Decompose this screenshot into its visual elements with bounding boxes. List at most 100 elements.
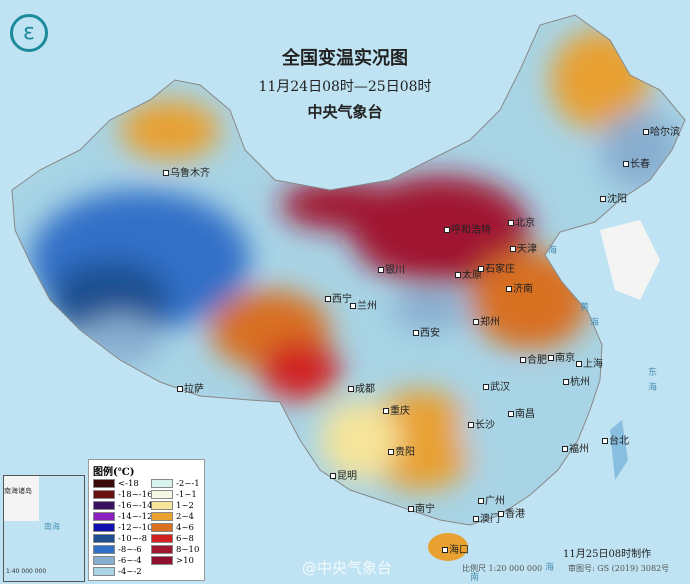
city-label: 银川: [378, 261, 405, 276]
legend-item: 4~6: [151, 522, 194, 533]
city-label: 天津: [510, 240, 537, 255]
legend-item: -8~-6: [93, 544, 142, 555]
city-label: 南京: [548, 349, 575, 364]
map-approval-number: 审图号: GS (2019) 3082号: [568, 564, 670, 573]
legend-item: -16~-14: [93, 500, 153, 511]
legend-label: -6~-4: [118, 555, 142, 566]
map-title: 全国变温实况图: [282, 48, 408, 69]
sea-label: 海: [548, 246, 558, 256]
city-label: 武汉: [483, 378, 510, 393]
legend-label: <-18: [118, 478, 139, 489]
map-subtitle: 11月24日08时—25日08时: [258, 79, 432, 95]
legend-item: 1~2: [151, 500, 194, 511]
city-label: 台北: [602, 432, 629, 447]
city-label: 西宁: [325, 290, 352, 305]
legend-title: 图例(℃): [93, 467, 135, 478]
legend-label: 1~2: [176, 500, 194, 511]
city-label: 呼和浩特: [444, 221, 491, 236]
legend-item: -4~-2: [93, 566, 142, 577]
city-label: 香港: [498, 505, 525, 520]
inset-sea-label: 南海: [44, 522, 60, 531]
sea-label: 海: [545, 563, 555, 573]
sea-label: 东: [648, 368, 658, 378]
city-label: 广州: [478, 492, 505, 507]
city-label: 北京: [508, 214, 535, 229]
legend: 图例(℃) <-18 -18~-16 -16~-14 -14~-12 -12~-10 -1…: [88, 459, 205, 581]
city-label: 重庆: [383, 402, 410, 417]
legend-swatch: [151, 479, 173, 488]
inset-scale: 1:40 000 000: [6, 568, 47, 575]
watermark: @中央气象台: [302, 559, 393, 577]
legend-swatch: [93, 479, 115, 488]
legend-item: -2~-1: [151, 478, 200, 489]
scale-label: 比例尺 1:20 000 000: [462, 564, 543, 573]
legend-swatch: [93, 534, 115, 543]
legend-swatch: [151, 512, 173, 521]
legend-swatch: [151, 534, 173, 543]
city-label: 成都: [348, 380, 375, 395]
legend-swatch: [151, 490, 173, 499]
legend-swatch: [93, 567, 115, 576]
legend-label: -18~-16: [118, 489, 153, 500]
city-label: 长沙: [468, 416, 495, 431]
city-label: 合肥: [520, 351, 547, 366]
legend-label: -4~-2: [118, 566, 142, 577]
city-label: 太原: [455, 266, 482, 281]
legend-item: -12~-10: [93, 522, 153, 533]
city-label: 昆明: [330, 467, 357, 482]
legend-label: -16~-14: [118, 500, 153, 511]
cma-logo-icon: ε: [10, 14, 48, 52]
legend-label: -12~-10: [118, 522, 153, 533]
legend-item: <-18: [93, 478, 139, 489]
legend-swatch: [93, 490, 115, 499]
city-label: 南昌: [508, 405, 535, 420]
city-label: 石家庄: [478, 260, 515, 275]
city-label: 海口: [442, 541, 469, 556]
city-label: 沈阳: [600, 190, 627, 205]
sea-label: 海: [648, 383, 658, 393]
city-label: 澳门: [473, 510, 500, 525]
city-label: 拉萨: [177, 380, 204, 395]
legend-swatch: [93, 523, 115, 532]
legend-item: -14~-12: [93, 511, 153, 522]
city-label: 杭州: [563, 373, 590, 388]
city-label: 西安: [413, 324, 440, 339]
city-label: 乌鲁木齐: [163, 164, 210, 179]
legend-item: -18~-16: [93, 489, 153, 500]
made-time: 11月25日08时制作: [563, 549, 652, 560]
legend-swatch: [93, 556, 115, 565]
legend-swatch: [151, 501, 173, 510]
legend-swatch: [93, 545, 115, 554]
legend-label: -8~-6: [118, 544, 142, 555]
city-label: 哈尔滨: [643, 123, 680, 138]
legend-swatch: [93, 512, 115, 521]
legend-swatch: [93, 501, 115, 510]
sea-label: 海: [590, 318, 600, 328]
city-label: 兰州: [350, 297, 377, 312]
legend-label: 4~6: [176, 522, 194, 533]
inset-label: 南海诸岛: [4, 487, 32, 495]
legend-swatch: [151, 545, 173, 554]
legend-label: -14~-12: [118, 511, 153, 522]
city-label: 郑州: [473, 313, 500, 328]
legend-label: -2~-1: [176, 478, 200, 489]
agency-label: 中央气象台: [307, 103, 383, 121]
legend-item: -10~-8: [93, 533, 147, 544]
legend-swatch: [151, 556, 173, 565]
legend-item: 6~8: [151, 533, 194, 544]
sea-label: 黄: [580, 303, 590, 313]
legend-item: >10: [151, 555, 194, 566]
legend-swatch: [151, 523, 173, 532]
legend-item: -6~-4: [93, 555, 142, 566]
city-label: 贵阳: [388, 443, 415, 458]
legend-label: 2~4: [176, 511, 194, 522]
city-label: 济南: [506, 280, 533, 295]
legend-label: 6~8: [176, 533, 194, 544]
legend-label: >10: [176, 555, 194, 566]
sea-label: 南: [470, 573, 480, 583]
legend-item: 2~4: [151, 511, 194, 522]
legend-item: 8~10: [151, 544, 199, 555]
legend-item: -1~1: [151, 489, 197, 500]
legend-label: 8~10: [176, 544, 200, 555]
